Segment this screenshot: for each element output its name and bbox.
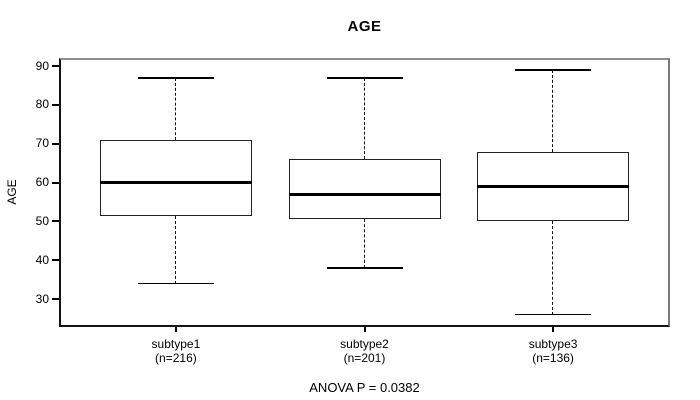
y-axis-tick-label: 50 (35, 213, 49, 228)
group-sample-size: (n=216) (155, 350, 197, 365)
group-label: subtype1 (n=216) (106, 337, 246, 365)
group-label: subtype3 (n=136) (483, 337, 623, 365)
y-axis-tick-label: 40 (35, 252, 49, 267)
x-axis-tick (552, 327, 555, 332)
group-sample-size: (n=136) (532, 350, 574, 365)
y-axis-tick-label: 30 (35, 291, 49, 306)
lower-whisker-line (552, 221, 554, 315)
y-axis-tick (52, 259, 59, 262)
x-axis-tick (174, 327, 177, 332)
y-axis-tick (52, 142, 59, 145)
plot-area: 30 40 50 60 70 80 90 subtype1 (n=216) subtype2 (n=… (36, 58, 670, 364)
y-axis-tick (52, 298, 59, 301)
lower-whisker-line (363, 219, 365, 268)
y-axis-tick-label: 90 (35, 58, 49, 73)
y-axis-tick (52, 181, 59, 184)
group-sample-size: (n=201) (343, 350, 386, 365)
x-axis-tick (363, 327, 366, 332)
iqr-box (288, 159, 441, 220)
y-axis-tick (52, 103, 59, 106)
iqr-box (99, 139, 252, 216)
median-line (477, 184, 630, 188)
lower-whisker-cap (326, 267, 403, 269)
median-line (288, 192, 441, 196)
chart-title: AGE (347, 18, 382, 35)
upper-whisker-line (552, 70, 554, 152)
y-axis-tick-label: 60 (35, 175, 49, 190)
group-name: subtype3 (528, 337, 578, 351)
median-line (99, 181, 252, 185)
upper-whisker-cap (326, 77, 403, 79)
upper-whisker-cap (515, 69, 592, 71)
group-label: subtype2 (n=201) (295, 337, 435, 365)
lower-whisker-cap (515, 313, 592, 316)
upper-whisker-cap (137, 77, 214, 79)
y-axis-tick (52, 65, 59, 68)
upper-whisker-line (175, 77, 177, 140)
y-axis-tick (52, 220, 59, 223)
y-axis-tick-label: 70 (35, 136, 49, 151)
y-axis-tick-label: 80 (35, 97, 49, 112)
lower-whisker-cap (137, 282, 214, 285)
upper-whisker-line (363, 77, 365, 160)
anova-pvalue-note: ANOVA P = 0.0382 (309, 380, 420, 395)
lower-whisker-line (175, 215, 177, 284)
group-name: subtype2 (340, 337, 389, 351)
group-name: subtype1 (151, 337, 201, 351)
